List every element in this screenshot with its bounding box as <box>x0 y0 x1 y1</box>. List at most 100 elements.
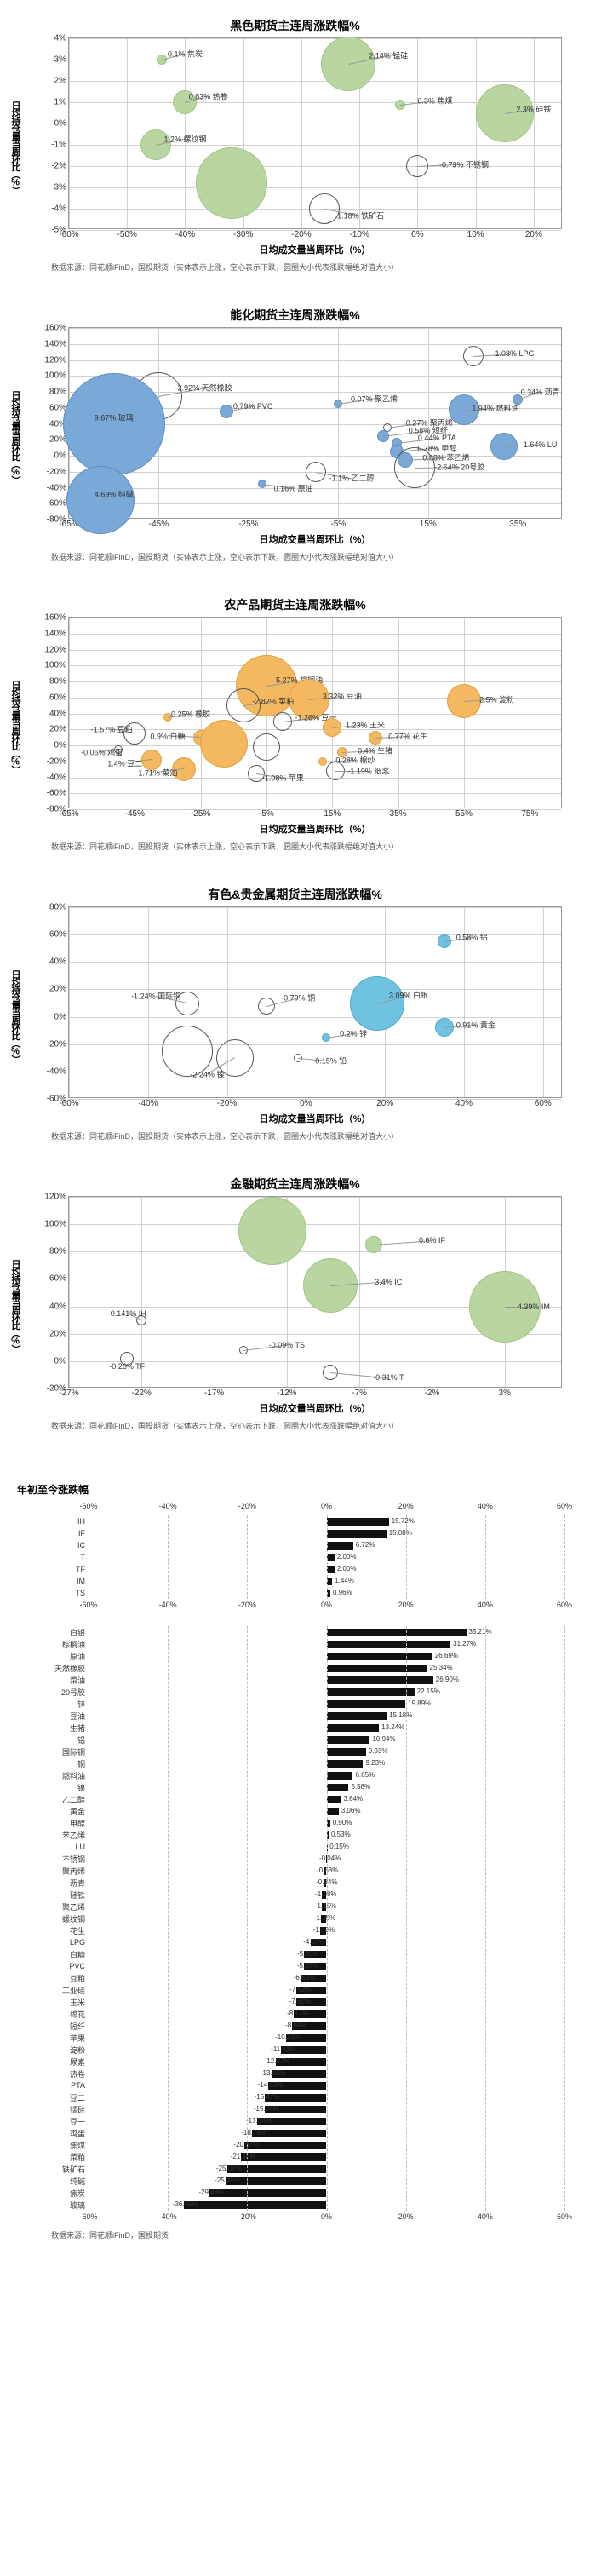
bar-name: 菜粕 <box>9 2152 89 2163</box>
bar-rect <box>327 1578 333 1585</box>
bubble <box>253 733 280 761</box>
x-axis-label: 日均成交量当周环比（%） <box>68 243 562 256</box>
y-axis-label: 日均持仓量当周环比（%） <box>10 1259 20 1352</box>
bar-name: LPG <box>9 1938 89 1946</box>
bar-value: -14.63% <box>258 2081 284 2089</box>
bar-row: 鸡蛋-18.78% <box>9 2127 581 2139</box>
bar-value: -8.59% <box>285 2021 306 2029</box>
bar-value: -12.87% <box>265 2057 290 2065</box>
bar-rect <box>327 1530 387 1538</box>
bar-row: 玻璃-36.05% <box>9 2199 581 2211</box>
bar-name: 燃料油 <box>9 1770 89 1781</box>
bar-value: 0.90% <box>333 1819 352 1826</box>
bar-name: 硅铁 <box>9 1889 89 1900</box>
bubble-label: 0.3% 焦煤 <box>417 95 452 106</box>
bar-value: -0.68% <box>317 1866 338 1874</box>
bubble-label: 0.91% 黄金 <box>456 1020 495 1031</box>
bar-name: PVC <box>9 1962 89 1970</box>
bar-name: 棉花 <box>9 2009 89 2020</box>
bubble-label: 0.77% 花生 <box>388 730 427 741</box>
bar-name: 镍 <box>9 1782 89 1793</box>
bar-row: PTA-14.63% <box>9 2079 581 2091</box>
bar-value: -1.15% <box>315 1902 336 1910</box>
bar-value: 15.18% <box>389 1711 412 1719</box>
bar-name: 短纤 <box>9 2021 89 2032</box>
bar-value: -7.52% <box>289 1986 311 1993</box>
bar-value: 2.00% <box>337 1565 357 1573</box>
chart-title: 金融期货主连周涨跌幅% <box>9 1176 581 1193</box>
bubble-label: 0.79% PVC <box>233 402 273 411</box>
chart-footnote: 数据来源：同花顺iFinD，国投期货（实体表示上涨，空心表示下跌，圆圈大小代表涨… <box>51 262 581 273</box>
bubble-label: 0.58% 铝 <box>456 932 488 943</box>
bubble-label: -1.1% 乙二醇 <box>329 473 375 484</box>
bar-name: 工业硅 <box>9 1985 89 1996</box>
bubble-label: 3.32% 豆油 <box>323 690 362 701</box>
bubble-label: 4.69% 纯碱 <box>95 489 134 500</box>
bar-row: 生猪13.24% <box>9 1722 581 1734</box>
bar-row: TF2.00% <box>9 1563 581 1575</box>
bar-row: 白银35.21% <box>9 1626 581 1638</box>
bar-name: 20号胶 <box>9 1687 89 1698</box>
bar-row: 铜9.23% <box>9 1757 581 1769</box>
bubble-label: -0.26% TF <box>109 1362 145 1371</box>
bar-value: -0.04% <box>319 1854 341 1862</box>
bubble-label: -1.57% 豆粕 <box>91 724 133 735</box>
bar-row: 棉花-8.17% <box>9 2008 581 2020</box>
bar-row: 豆二-15.47% <box>9 2091 581 2103</box>
bubble-label: 0.9% 白糖 <box>150 730 185 741</box>
ytd-group2: 白银35.21%棕榈油31.27%原油26.69%天然橡胶25.34%菜油26.… <box>9 1626 581 2224</box>
bar-name: 铜 <box>9 1758 89 1769</box>
bar-name: 苹果 <box>9 2033 89 2044</box>
bar-value: 15.72% <box>392 1517 415 1525</box>
bar-value: 9.93% <box>369 1747 388 1755</box>
y-axis-label: 日均持仓量当周环比（%） <box>10 101 20 193</box>
bubble-label: 3.4% IC <box>375 1278 402 1286</box>
bar-value: 35.21% <box>469 1628 492 1636</box>
bar-name: 豆一 <box>9 2116 89 2127</box>
bar-name: IH <box>9 1517 89 1526</box>
bar-row: IH 15.72% <box>9 1515 581 1527</box>
bubble-label: 0.6% IF <box>419 1236 445 1245</box>
bar-rect <box>327 1784 349 1791</box>
bar-value: 2.00% <box>337 1553 357 1561</box>
bar-rect <box>227 2165 327 2173</box>
bar-value: -11.41% <box>271 2045 295 2053</box>
bubble-label: -2.24% 镍 <box>190 1069 224 1080</box>
bar-name: IF <box>9 1529 89 1538</box>
bar-value: -13.93% <box>261 2069 286 2077</box>
bubble-label: 0.16% 原油 <box>274 482 313 493</box>
bar-row: PVC-5.65% <box>9 1960 581 1972</box>
bar-value: 5.58% <box>351 1783 370 1791</box>
bubble <box>196 147 267 219</box>
bar-rect <box>327 1542 353 1550</box>
x-axis-label: 日均成交量当周环比（%） <box>68 532 562 546</box>
bar-row: 铁矿石-25.07% <box>9 2163 581 2175</box>
bar-rect <box>226 2177 327 2185</box>
bar-name: 锌 <box>9 1699 89 1710</box>
bar-row: LU0.15% <box>9 1841 581 1853</box>
bar-value: -0.84% <box>316 1878 337 1886</box>
bar-name: 聚丙烯 <box>9 1866 89 1877</box>
bubble-label: 1.23% 玉米 <box>346 719 385 730</box>
bubble-label: 2.3% 硅铁 <box>516 103 551 114</box>
bar-row: 原油26.69% <box>9 1650 581 1662</box>
bar-value: 3.06% <box>341 1807 361 1814</box>
bar-value: -15.47% <box>255 2093 280 2101</box>
bubble-label: 0.1% 焦炭 <box>168 48 203 59</box>
bar-name: 铝 <box>9 1734 89 1745</box>
bar-value: -4.07% <box>303 1938 324 1946</box>
bubble <box>238 1197 306 1265</box>
bar-row: 聚丙烯 -0.68% <box>9 1865 581 1877</box>
bar-name: 棕榈油 <box>9 1639 89 1650</box>
bar-rect <box>327 1665 427 1672</box>
chart-footnote: 数据来源：同花顺iFinD，国投期货（实体表示上涨，空心表示下跌，圆圈大小代表涨… <box>51 551 581 562</box>
bar-rect <box>209 2189 326 2197</box>
bar-name: 纯碱 <box>9 2176 89 2187</box>
bubble-label: 4.39% IM <box>518 1302 550 1311</box>
bar-name: 焦煤 <box>9 2140 89 2151</box>
bar-row: 豆一-17.54% <box>9 2115 581 2127</box>
bar-value: -7.62% <box>289 1998 311 2005</box>
bubble-label: -0.06% 鸡蛋 <box>81 746 123 757</box>
bar-rect <box>327 1820 330 1827</box>
bar-row: 锰硅-15.64% <box>9 2103 581 2115</box>
